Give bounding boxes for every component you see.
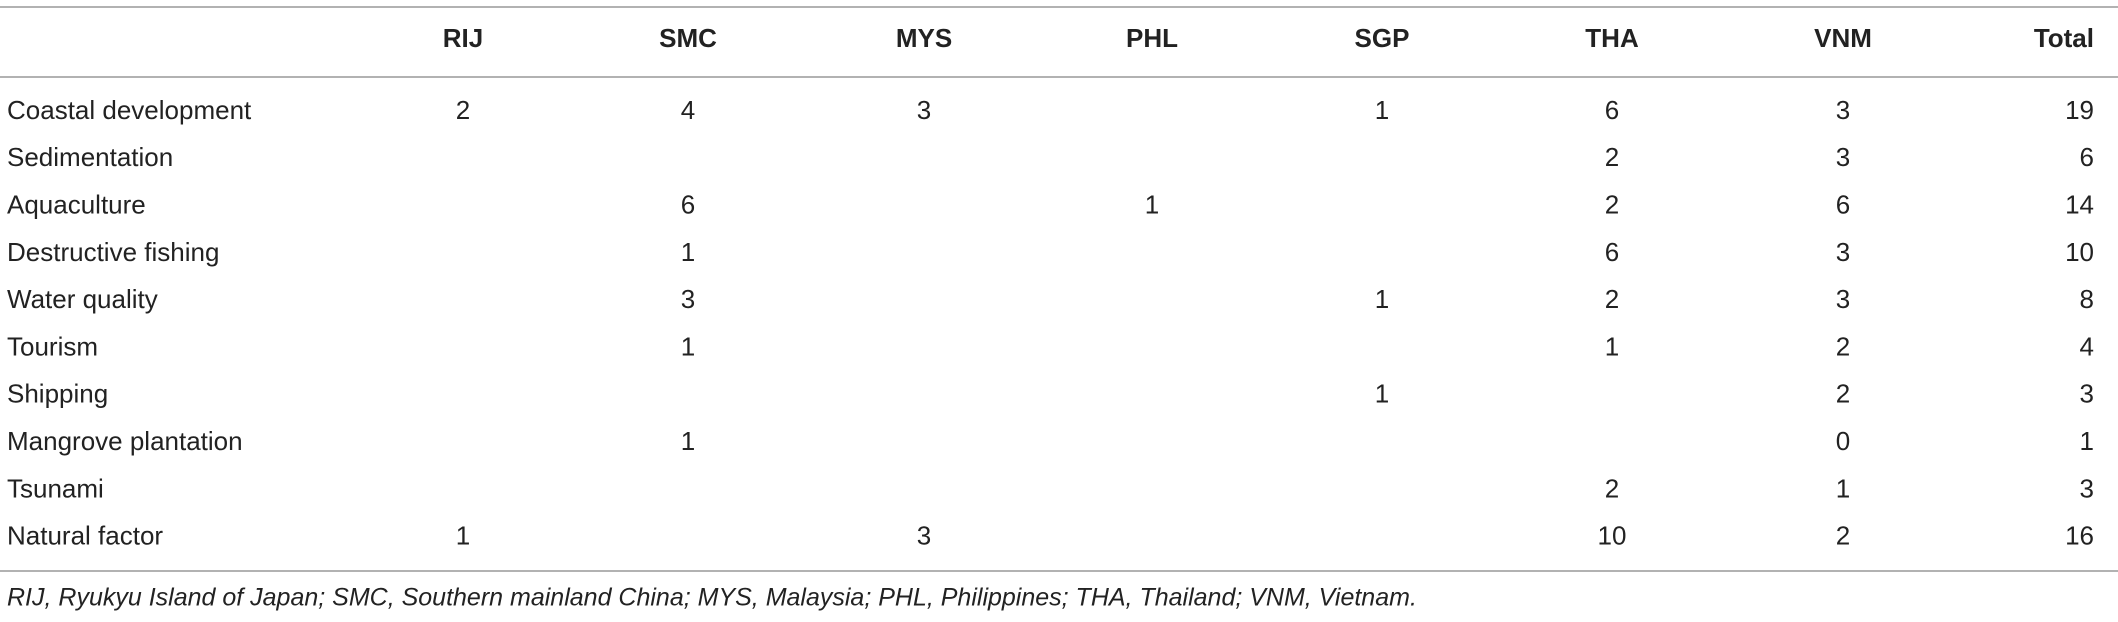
row-label: Coastal development bbox=[7, 95, 252, 125]
cell-value: 10 bbox=[1598, 521, 1627, 551]
cell-value: 1 bbox=[1605, 331, 1619, 361]
cell-value: 1 bbox=[681, 426, 695, 456]
cell-value: 3 bbox=[1836, 284, 1850, 314]
cell-value: 10 bbox=[2065, 237, 2094, 267]
cell-value: 16 bbox=[2065, 521, 2094, 551]
column-header: SGP bbox=[1355, 23, 1410, 53]
cell-value: 1 bbox=[681, 331, 695, 361]
cell-value: 6 bbox=[2080, 142, 2094, 172]
column-header: VNM bbox=[1814, 23, 1872, 53]
column-header: PHL bbox=[1126, 23, 1178, 53]
cell-value: 1 bbox=[1375, 95, 1389, 125]
column-header: MYS bbox=[896, 23, 952, 53]
row-label: Tsunami bbox=[7, 473, 104, 503]
cell-value: 2 bbox=[1836, 331, 1850, 361]
cell-value: 1 bbox=[1375, 284, 1389, 314]
cell-value: 1 bbox=[2080, 426, 2094, 456]
row-label: Water quality bbox=[7, 284, 158, 314]
cell-value: 0 bbox=[1836, 426, 1850, 456]
row-label: Tourism bbox=[7, 331, 98, 361]
cell-value: 2 bbox=[456, 95, 470, 125]
row-label: Sedimentation bbox=[7, 142, 173, 172]
cell-value: 2 bbox=[1836, 521, 1850, 551]
row-label: Shipping bbox=[7, 379, 108, 409]
cell-value: 1 bbox=[681, 237, 695, 267]
cell-value: 8 bbox=[2080, 284, 2094, 314]
cell-value: 3 bbox=[917, 521, 931, 551]
cell-value: 3 bbox=[2080, 379, 2094, 409]
cell-value: 14 bbox=[2065, 189, 2094, 219]
column-header: RIJ bbox=[443, 23, 483, 53]
cell-value: 3 bbox=[681, 284, 695, 314]
row-label: Mangrove plantation bbox=[7, 426, 243, 456]
cell-value: 2 bbox=[1605, 284, 1619, 314]
cell-value: 1 bbox=[456, 521, 470, 551]
cell-value: 1 bbox=[1375, 379, 1389, 409]
cell-value: 4 bbox=[681, 95, 695, 125]
cell-value: 3 bbox=[1836, 95, 1850, 125]
cell-value: 2 bbox=[1605, 189, 1619, 219]
cell-value: 6 bbox=[1605, 95, 1619, 125]
cell-value: 3 bbox=[1836, 142, 1850, 172]
cell-value: 3 bbox=[2080, 473, 2094, 503]
cell-value: 6 bbox=[1836, 189, 1850, 219]
cell-value: 3 bbox=[1836, 237, 1850, 267]
cell-value: 1 bbox=[1836, 473, 1850, 503]
cell-value: 3 bbox=[917, 95, 931, 125]
column-header: THA bbox=[1585, 23, 1639, 53]
row-label: Destructive fishing bbox=[7, 237, 219, 267]
cell-value: 6 bbox=[681, 189, 695, 219]
row-label: Aquaculture bbox=[7, 189, 146, 219]
cell-value: 19 bbox=[2065, 95, 2094, 125]
row-label: Natural factor bbox=[7, 521, 163, 551]
cell-value: 4 bbox=[2080, 331, 2094, 361]
column-header: SMC bbox=[659, 23, 717, 53]
cell-value: 2 bbox=[1605, 142, 1619, 172]
footnote: RIJ, Ryukyu Island of Japan; SMC, Southe… bbox=[7, 584, 1417, 612]
cell-value: 2 bbox=[1836, 379, 1850, 409]
cell-value: 1 bbox=[1145, 189, 1159, 219]
cell-value: 6 bbox=[1605, 237, 1619, 267]
column-header: Total bbox=[2034, 23, 2094, 53]
cell-value: 2 bbox=[1605, 473, 1619, 503]
